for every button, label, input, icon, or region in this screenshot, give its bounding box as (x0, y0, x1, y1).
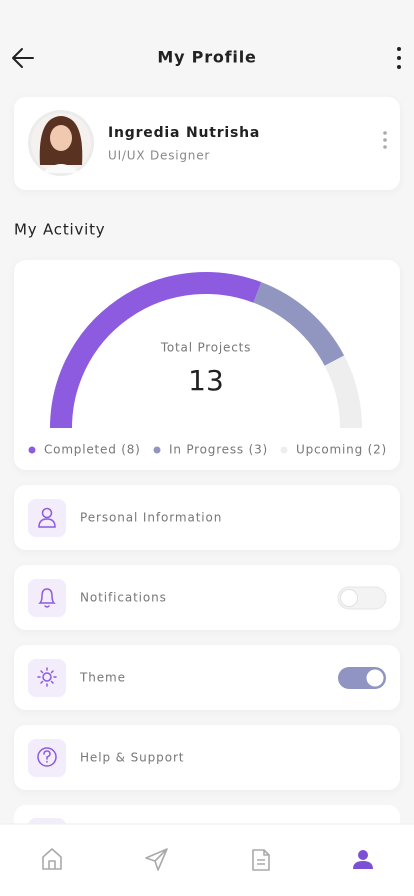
legend-dot (153, 446, 161, 454)
total-value: 13 (188, 364, 224, 397)
toggle-knob (366, 669, 384, 687)
legend: Completed (8) In Progress (3) Upcoming (2) (28, 443, 387, 457)
nav-home[interactable] (42, 848, 62, 870)
menu-card[interactable] (14, 565, 400, 630)
menu-icon (37, 667, 57, 687)
gauge-arc (324, 355, 362, 429)
gauge (50, 272, 362, 429)
back-button[interactable] (12, 48, 34, 68)
menu-icon (37, 747, 57, 767)
gauge-arc (253, 282, 345, 366)
profile-role: UI/UX Designer (108, 149, 210, 163)
nav-docs[interactable] (252, 849, 270, 871)
gauge-arc (50, 272, 262, 429)
menu-icon (38, 507, 56, 528)
total-label: Total Projects (160, 341, 251, 355)
menu-card[interactable] (14, 645, 400, 710)
legend-label: In Progress (3) (169, 443, 268, 457)
menu-card[interactable] (14, 485, 400, 550)
menu-label: Personal Information (80, 511, 222, 525)
nav-send[interactable] (145, 848, 168, 871)
profile-name: Ingredia Nutrisha (108, 125, 260, 141)
legend-label: Upcoming (2) (296, 443, 387, 457)
toggle-knob (340, 589, 358, 607)
menu-icon (38, 588, 56, 608)
avatar (28, 110, 94, 176)
profile-menu-button[interactable] (383, 131, 387, 149)
profile-card[interactable] (14, 97, 400, 190)
menu-icon-bg (28, 579, 66, 617)
menu-label: Notifications (80, 591, 167, 605)
menu-icon-bg (28, 659, 66, 697)
nav-profile[interactable] (353, 850, 373, 869)
section-title: My Activity (14, 221, 105, 239)
menu-card[interactable] (14, 725, 400, 790)
more-button[interactable] (397, 47, 401, 69)
page-title: My Profile (157, 48, 256, 67)
legend-dot (28, 446, 36, 454)
legend-dot (280, 446, 288, 454)
bottom-nav (0, 824, 414, 896)
legend-label: Completed (8) (44, 443, 141, 457)
menu: Personal Information Notifications Theme He… (14, 485, 400, 790)
menu-label: Help & Support (80, 751, 184, 765)
menu-label: Theme (79, 671, 126, 685)
